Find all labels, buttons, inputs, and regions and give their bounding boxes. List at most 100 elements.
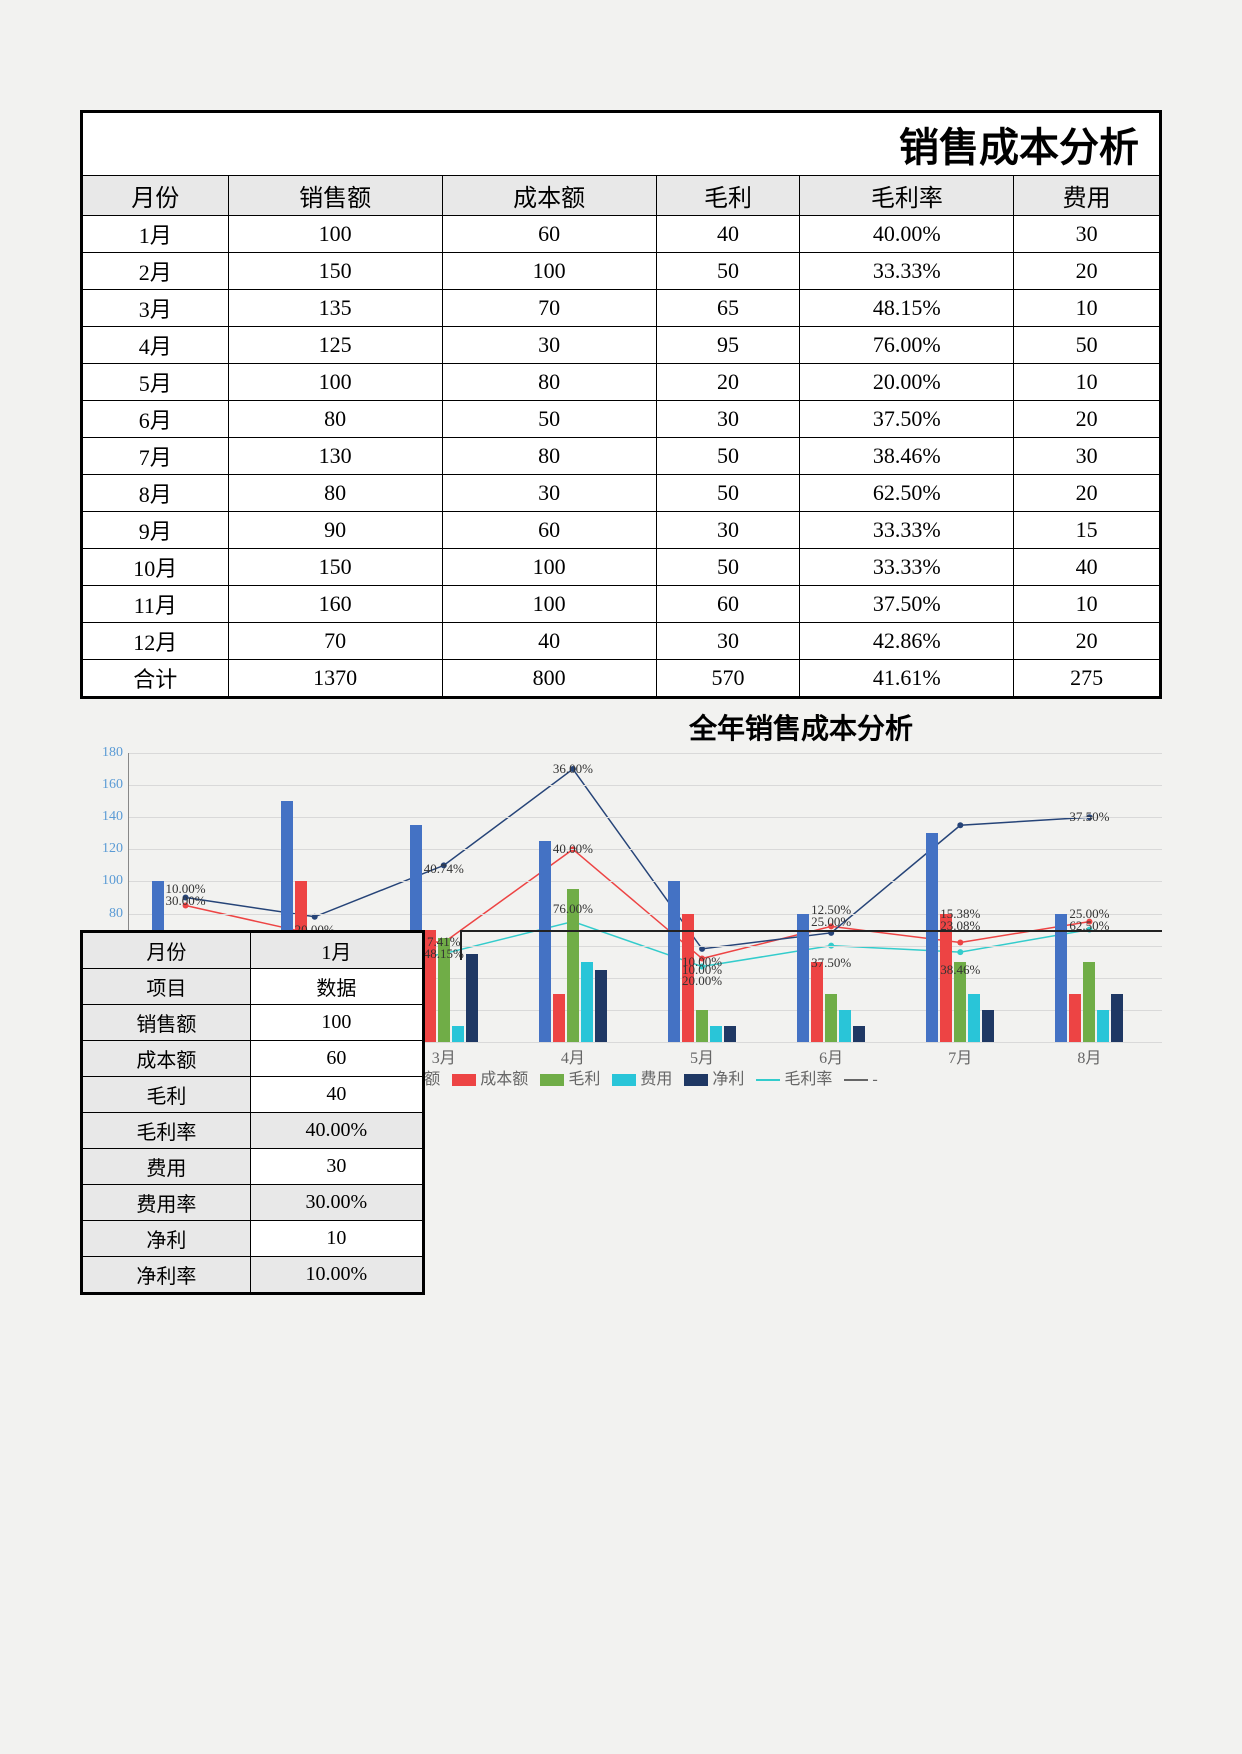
table-row: 2月1501005033.33%20 xyxy=(82,253,1161,290)
detail-label: 净利 xyxy=(82,1221,251,1257)
table-cell: 20 xyxy=(1014,623,1161,660)
table-cell: 4月 xyxy=(82,327,229,364)
bar-成本额 xyxy=(1069,994,1081,1042)
table-cell: 30 xyxy=(656,623,800,660)
table-cell: 60 xyxy=(442,216,656,253)
detail-label: 项目 xyxy=(82,969,251,1005)
chart-title: 全年销售成本分析 xyxy=(440,707,1162,747)
table-cell: 38.46% xyxy=(800,438,1014,475)
legend-label: 净利 xyxy=(712,1071,744,1088)
table-cell: 100 xyxy=(228,364,442,401)
detail-row: 销售额100 xyxy=(82,1005,424,1041)
data-label: 10.00% xyxy=(682,962,722,978)
detail-label: 费用 xyxy=(82,1149,251,1185)
bar-费用 xyxy=(1097,1010,1109,1042)
table-cell: 570 xyxy=(656,660,800,698)
detail-row: 项目数据 xyxy=(82,969,424,1005)
table-cell: 6月 xyxy=(82,401,229,438)
table-cell: 160 xyxy=(228,586,442,623)
detail-label: 毛利率 xyxy=(82,1113,251,1149)
table-cell: 15 xyxy=(1014,512,1161,549)
y-axis-label: 160 xyxy=(85,777,123,793)
bar-成本额 xyxy=(553,994,565,1042)
detail-row: 费用率30.00% xyxy=(82,1185,424,1221)
col-cost: 成本额 xyxy=(442,176,656,216)
table-cell: 80 xyxy=(228,475,442,512)
table-cell: 65 xyxy=(656,290,800,327)
table-row: 8月80305062.50%20 xyxy=(82,475,1161,512)
legend-label: 费用 xyxy=(640,1071,672,1088)
table-cell: 33.33% xyxy=(800,253,1014,290)
table-cell: 135 xyxy=(228,290,442,327)
legend-item: 净利 xyxy=(684,1065,744,1089)
table-cell: 10 xyxy=(1014,586,1161,623)
detail-value: 40 xyxy=(250,1077,423,1113)
legend-label: 毛利率 xyxy=(784,1071,832,1088)
legend-item: 费用 xyxy=(612,1065,672,1089)
table-cell: 11月 xyxy=(82,586,229,623)
table-cell: 62.50% xyxy=(800,475,1014,512)
table-cell: 30 xyxy=(656,512,800,549)
table-cell: 100 xyxy=(228,216,442,253)
table-row: 合计137080057041.61%275 xyxy=(82,660,1161,698)
table-cell: 10 xyxy=(1014,290,1161,327)
bar-净利 xyxy=(724,1026,736,1042)
legend-swatch xyxy=(540,1074,564,1086)
col-margin: 毛利率 xyxy=(800,176,1014,216)
table-cell: 48.15% xyxy=(800,290,1014,327)
detail-row: 月份1月 xyxy=(82,932,424,969)
detail-label: 月份 xyxy=(82,932,251,969)
col-gross: 毛利 xyxy=(656,176,800,216)
legend-label: 成本额 xyxy=(480,1071,528,1088)
table-cell: 60 xyxy=(442,512,656,549)
bar-净利 xyxy=(982,1010,994,1042)
detail-value: 60 xyxy=(250,1041,423,1077)
line-marker xyxy=(312,914,318,920)
table-cell: 125 xyxy=(228,327,442,364)
table-cell: 37.50% xyxy=(800,586,1014,623)
detail-value: 数据 xyxy=(250,969,423,1005)
table-cell: 80 xyxy=(228,401,442,438)
table-cell: 800 xyxy=(442,660,656,698)
data-label: 40.74% xyxy=(424,861,464,877)
main-table-header-row: 月份 销售额 成本额 毛利 毛利率 费用 xyxy=(82,176,1161,216)
table-cell: 10月 xyxy=(82,549,229,586)
detail-label: 销售额 xyxy=(82,1005,251,1041)
table-cell: 9月 xyxy=(82,512,229,549)
detail-row: 净利10 xyxy=(82,1221,424,1257)
bar-费用 xyxy=(452,1026,464,1042)
detail-value: 30.00% xyxy=(250,1185,423,1221)
table-cell: 50 xyxy=(442,401,656,438)
legend-swatch xyxy=(684,1074,708,1086)
y-axis-label: 180 xyxy=(85,745,123,761)
table-cell: 40 xyxy=(442,623,656,660)
table-cell: 20 xyxy=(1014,475,1161,512)
detail-value: 10 xyxy=(250,1221,423,1257)
table-cell: 30 xyxy=(1014,216,1161,253)
table-cell: 50 xyxy=(656,253,800,290)
bar-净利 xyxy=(1111,994,1123,1042)
grid-line xyxy=(129,785,1162,786)
data-label: 25.00% xyxy=(1069,906,1109,922)
data-label: 15.38% xyxy=(940,906,980,922)
legend-item: 毛利 xyxy=(540,1065,600,1089)
table-cell: 100 xyxy=(442,253,656,290)
detail-value: 30 xyxy=(250,1149,423,1185)
table-cell: 1月 xyxy=(82,216,229,253)
table-cell: 20 xyxy=(1014,253,1161,290)
legend-swatch xyxy=(612,1074,636,1086)
table-cell: 7月 xyxy=(82,438,229,475)
col-month: 月份 xyxy=(82,176,229,216)
bar-费用 xyxy=(581,962,593,1042)
table-cell: 50 xyxy=(656,438,800,475)
legend-item: 成本额 xyxy=(452,1065,528,1089)
data-label: 36.00% xyxy=(553,761,593,777)
detail-value: 40.00% xyxy=(250,1113,423,1149)
table-row: 4月125309576.00%50 xyxy=(82,327,1161,364)
detail-value: 100 xyxy=(250,1005,423,1041)
legend-item: - xyxy=(844,1071,877,1089)
table-cell: 40 xyxy=(656,216,800,253)
y-axis-label: 100 xyxy=(85,873,123,889)
bar-成本额 xyxy=(811,962,823,1042)
table-row: 12月70403042.86%20 xyxy=(82,623,1161,660)
